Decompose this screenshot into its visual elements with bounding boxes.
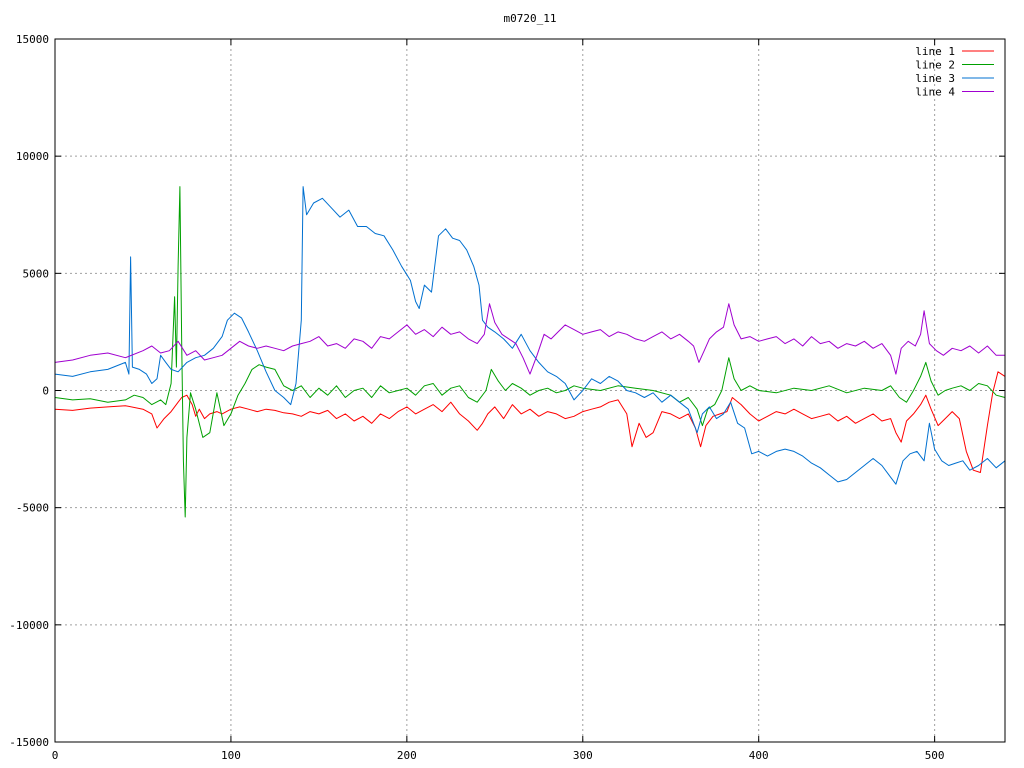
x-tick-label: 300 [573, 749, 593, 762]
series-line-4 [54, 303, 1005, 375]
y-tick-label: -5000 [16, 502, 49, 515]
y-tick-label: 10000 [16, 150, 49, 163]
y-tick-label: -10000 [9, 619, 49, 632]
x-tick-label: 0 [52, 749, 59, 762]
series-line-1 [54, 371, 1006, 473]
tick-marks: 0 100 200 300 400 500 -15000 -10000 -5000 0 5000 10… [9, 33, 1005, 762]
y-tick-label: 15000 [16, 33, 49, 46]
grid [55, 39, 1005, 742]
x-tick-label: 200 [397, 749, 417, 762]
x-tick-label: 500 [925, 749, 945, 762]
series-group [54, 186, 1006, 518]
y-tick-label: -15000 [9, 736, 49, 749]
y-tick-label: 0 [42, 385, 49, 398]
legend-label: line 2 [915, 59, 955, 72]
series-line-2 [54, 186, 1006, 518]
x-tick-label: 100 [221, 749, 241, 762]
series-line-3 [54, 186, 1006, 485]
legend-label: line 4 [915, 86, 955, 99]
y-tick-label: 5000 [23, 267, 50, 280]
legend-label: line 3 [915, 72, 955, 85]
legend-label: line 1 [915, 45, 955, 58]
x-tick-label: 400 [749, 749, 769, 762]
chart-title: m0720_11 [504, 12, 557, 25]
